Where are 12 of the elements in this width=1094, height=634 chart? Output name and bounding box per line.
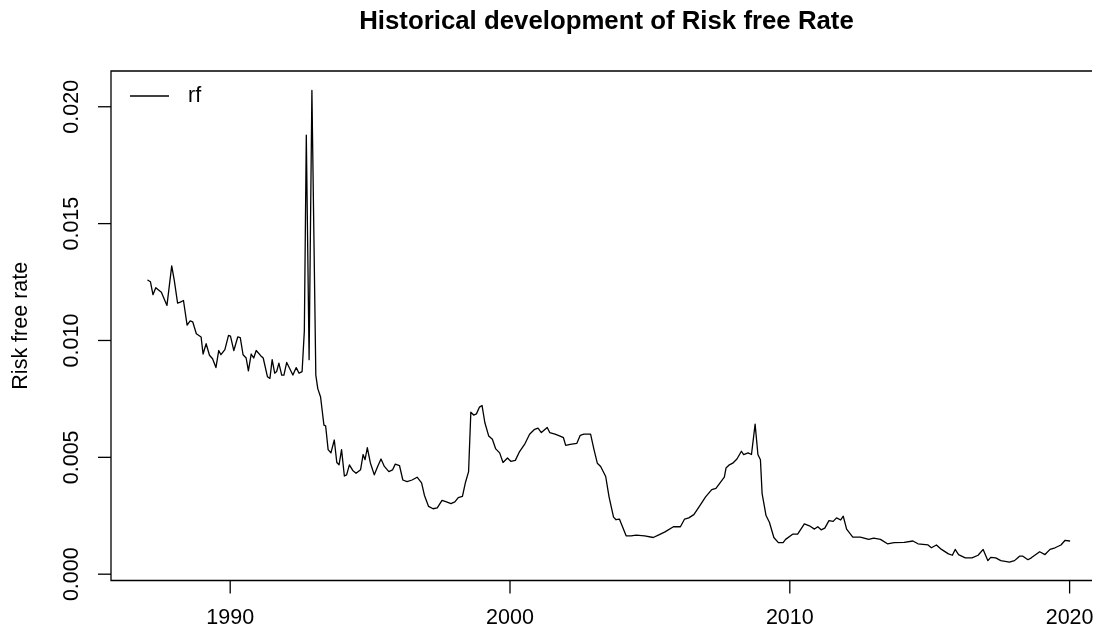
x-tick-label: 1990 (206, 605, 255, 630)
y-tick-label: 0.005 (58, 430, 83, 485)
y-axis-title: Risk free rate (7, 261, 32, 390)
y-tick-label: 0.020 (58, 79, 83, 134)
legend-label: rf (188, 82, 202, 107)
chart-title: Historical development of Risk free Rate (359, 6, 854, 35)
y-tick-label: 0.000 (58, 547, 83, 602)
x-tick-label: 2020 (1045, 605, 1094, 630)
x-tick-label: 2000 (486, 605, 534, 630)
x-tick-label: 2010 (765, 605, 814, 630)
y-tick-label: 0.015 (58, 196, 83, 251)
y-tick-label: 0.010 (58, 313, 83, 368)
